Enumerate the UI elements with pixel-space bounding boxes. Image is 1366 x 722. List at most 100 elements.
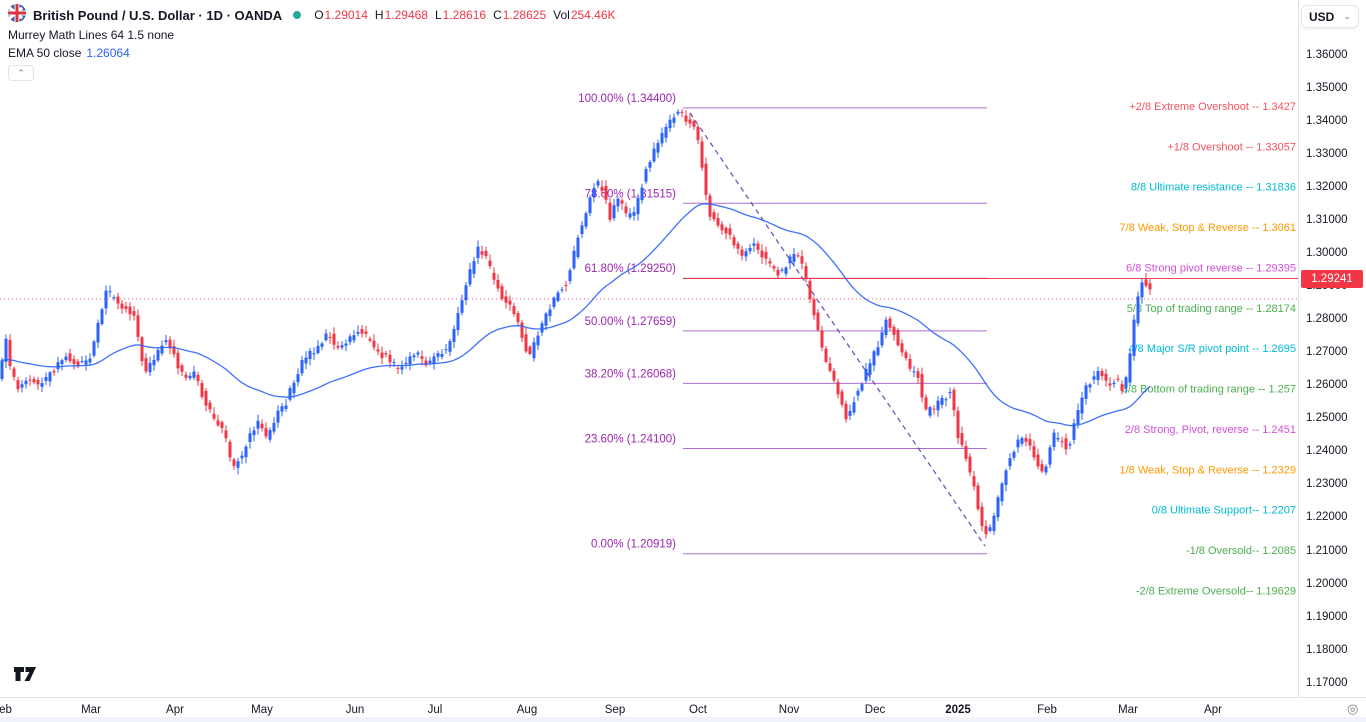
murrey-level-label: +2/8 Extreme Overshoot -- 1.3427 [1129,101,1296,113]
candle-body [740,249,744,256]
candle-body [484,250,488,257]
candle-body [1008,458,1012,467]
indicator-murrey-math[interactable]: Murrey Math Lines 64 1.5 none [8,28,175,42]
candle-body [692,120,696,127]
candle-body [8,340,12,367]
candle-body [732,237,736,246]
murrey-math-labels: +2/8 Extreme Overshoot -- 1.3427 +1/8 Ove… [1120,101,1297,597]
candle-body [480,251,484,255]
candle-body [1104,373,1108,381]
candle-body [212,413,216,419]
candle-body [16,380,20,390]
candle-body [56,362,60,370]
candle-body [228,441,232,458]
candle-body [108,291,112,293]
candle-body [288,388,292,400]
candle-body [520,322,524,338]
time-tick-label: Feb [0,704,12,716]
candle-body [616,198,620,207]
candle-body [420,356,424,359]
candle-body [1100,371,1104,377]
candle-body [912,371,916,373]
candle-body [380,352,384,359]
candle-body [620,200,624,204]
candle-body [676,111,680,114]
candle-body [1140,282,1144,298]
candle-body [876,347,880,356]
candle-body [700,141,704,168]
price-tick-label: 1.17000 [1306,676,1348,689]
candle-body [588,197,592,214]
candle-body [544,313,548,326]
tradingview-logo[interactable] [12,664,42,689]
candle-body [1096,371,1100,381]
candle-body [656,143,660,153]
candle-body [780,269,784,271]
candle-body [440,353,444,357]
price-tick-label: 1.18000 [1306,643,1348,656]
candle-body [220,422,224,428]
ohlc-item: L1.28616 [434,8,487,22]
candle-body [524,334,528,352]
candle-body [768,261,772,264]
price-tick-label: 1.21000 [1306,544,1348,557]
axis-settings-icon[interactable]: ◎ [1347,701,1359,716]
candle-body [548,309,552,316]
candles [0,109,1152,539]
candle-body [248,433,252,443]
time-tick-label: Jun [345,704,365,716]
fib-retracement-drawing[interactable]: 100.00% (1.34400)78.60% (1.31515)61.80% … [578,93,987,555]
symbol-title[interactable]: British Pound / U.S. Dollar · 1D · OANDA [33,7,283,23]
candle-body [1064,438,1068,450]
candle-body [1020,438,1024,444]
candle-body [976,485,980,510]
candle-body [392,361,396,363]
candle-body [864,368,868,381]
currency-dropdown[interactable]: USD ⌄ [1301,5,1359,28]
candle-body [924,397,928,410]
candle-body [468,269,472,285]
candle-body [684,115,688,122]
candle-body [1136,296,1140,324]
candle-body [772,266,776,269]
candle-body [496,279,500,289]
price-axis[interactable]: 1.29241 1.36000 1.35000 1.34000 1.33000 1.32… [1298,0,1366,697]
price-tick-label: 1.27000 [1306,346,1348,359]
murrey-level-label: +1/8 Overshoot -- 1.33057 [1167,141,1296,153]
candle-body [356,331,360,334]
indicator-ema50[interactable]: EMA 50 close 1.26064 [8,46,616,60]
candle-body [120,303,124,309]
candle-body [736,243,740,249]
time-tick-label: Jul [427,704,443,716]
candle-body [460,300,464,313]
chart-plot-area[interactable]: 100.00% (1.34400) 78.60% (1.31515) 61.80% … [0,0,1298,697]
symbol-flag-icon [8,3,26,27]
legend-collapse-button[interactable]: ⌃ [8,65,34,81]
candle-body [1084,385,1088,399]
candle-body [1112,382,1116,385]
candle-body [476,246,480,259]
candle-body [748,247,752,252]
candle-body [60,360,64,365]
candle-body [608,202,612,220]
murrey-level-label: 2/8 Strong, Pivot, reverse -- 1.2451 [1125,424,1296,436]
candle-body [1072,423,1076,440]
candle-body [888,318,892,328]
candle-body [4,338,8,362]
time-tick-label: Sep [604,704,626,716]
candle-body [68,353,72,362]
candle-body [808,280,812,300]
candle-body [920,374,924,398]
fib-trend-dashed-line[interactable] [689,112,986,547]
candle-body [884,319,888,335]
murrey-level-label: 7/8 Weak, Stop & Reverse -- 1.3061 [1120,222,1297,234]
candle-body [1116,378,1120,380]
candle-body [528,346,532,354]
price-tick-label: 1.26000 [1306,379,1348,392]
candle-body [1108,383,1112,386]
candle-body [336,345,340,348]
candle-body [448,341,452,352]
candle-body [328,336,332,338]
candle-body [52,371,56,373]
candle-body [184,374,188,378]
